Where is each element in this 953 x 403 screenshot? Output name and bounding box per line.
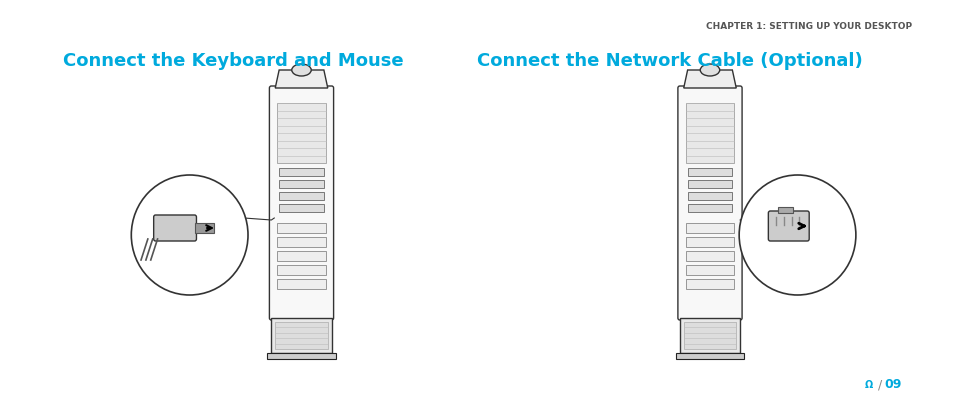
Bar [685, 279, 734, 289]
Bar [685, 265, 734, 275]
Bar [267, 353, 335, 359]
FancyBboxPatch shape [767, 211, 808, 241]
Bar [277, 279, 326, 289]
Bar [279, 192, 323, 200]
Bar [277, 223, 326, 233]
FancyBboxPatch shape [269, 86, 334, 320]
Polygon shape [275, 70, 328, 88]
Bar [277, 103, 326, 163]
Bar [279, 180, 323, 188]
Text: Connect the Network Cable (Optional): Connect the Network Cable (Optional) [476, 52, 862, 70]
Bar [277, 237, 326, 247]
Ellipse shape [292, 64, 311, 76]
Bar [687, 192, 732, 200]
Text: Connect the Keyboard and Mouse: Connect the Keyboard and Mouse [63, 52, 403, 70]
Text: /: / [877, 378, 882, 391]
Bar [687, 180, 732, 188]
Text: Ω: Ω [863, 380, 872, 390]
Bar [687, 204, 732, 212]
Text: CHAPTER 1: SETTING UP YOUR DESKTOP: CHAPTER 1: SETTING UP YOUR DESKTOP [705, 22, 911, 31]
Bar [271, 318, 332, 353]
Bar [679, 318, 740, 353]
Polygon shape [683, 70, 736, 88]
Circle shape [739, 175, 855, 295]
Ellipse shape [700, 64, 719, 76]
Polygon shape [778, 207, 792, 213]
FancyBboxPatch shape [153, 215, 196, 241]
Circle shape [132, 175, 248, 295]
Bar [279, 204, 323, 212]
Bar [275, 322, 328, 349]
Bar [194, 223, 213, 233]
Text: 09: 09 [883, 378, 901, 391]
Bar [277, 251, 326, 261]
Bar [685, 103, 734, 163]
Bar [676, 353, 743, 359]
Bar [279, 168, 323, 176]
Bar [687, 168, 732, 176]
FancyBboxPatch shape [678, 86, 741, 320]
Bar [685, 251, 734, 261]
Bar [685, 237, 734, 247]
Bar [685, 223, 734, 233]
Bar [683, 322, 736, 349]
Bar [277, 265, 326, 275]
